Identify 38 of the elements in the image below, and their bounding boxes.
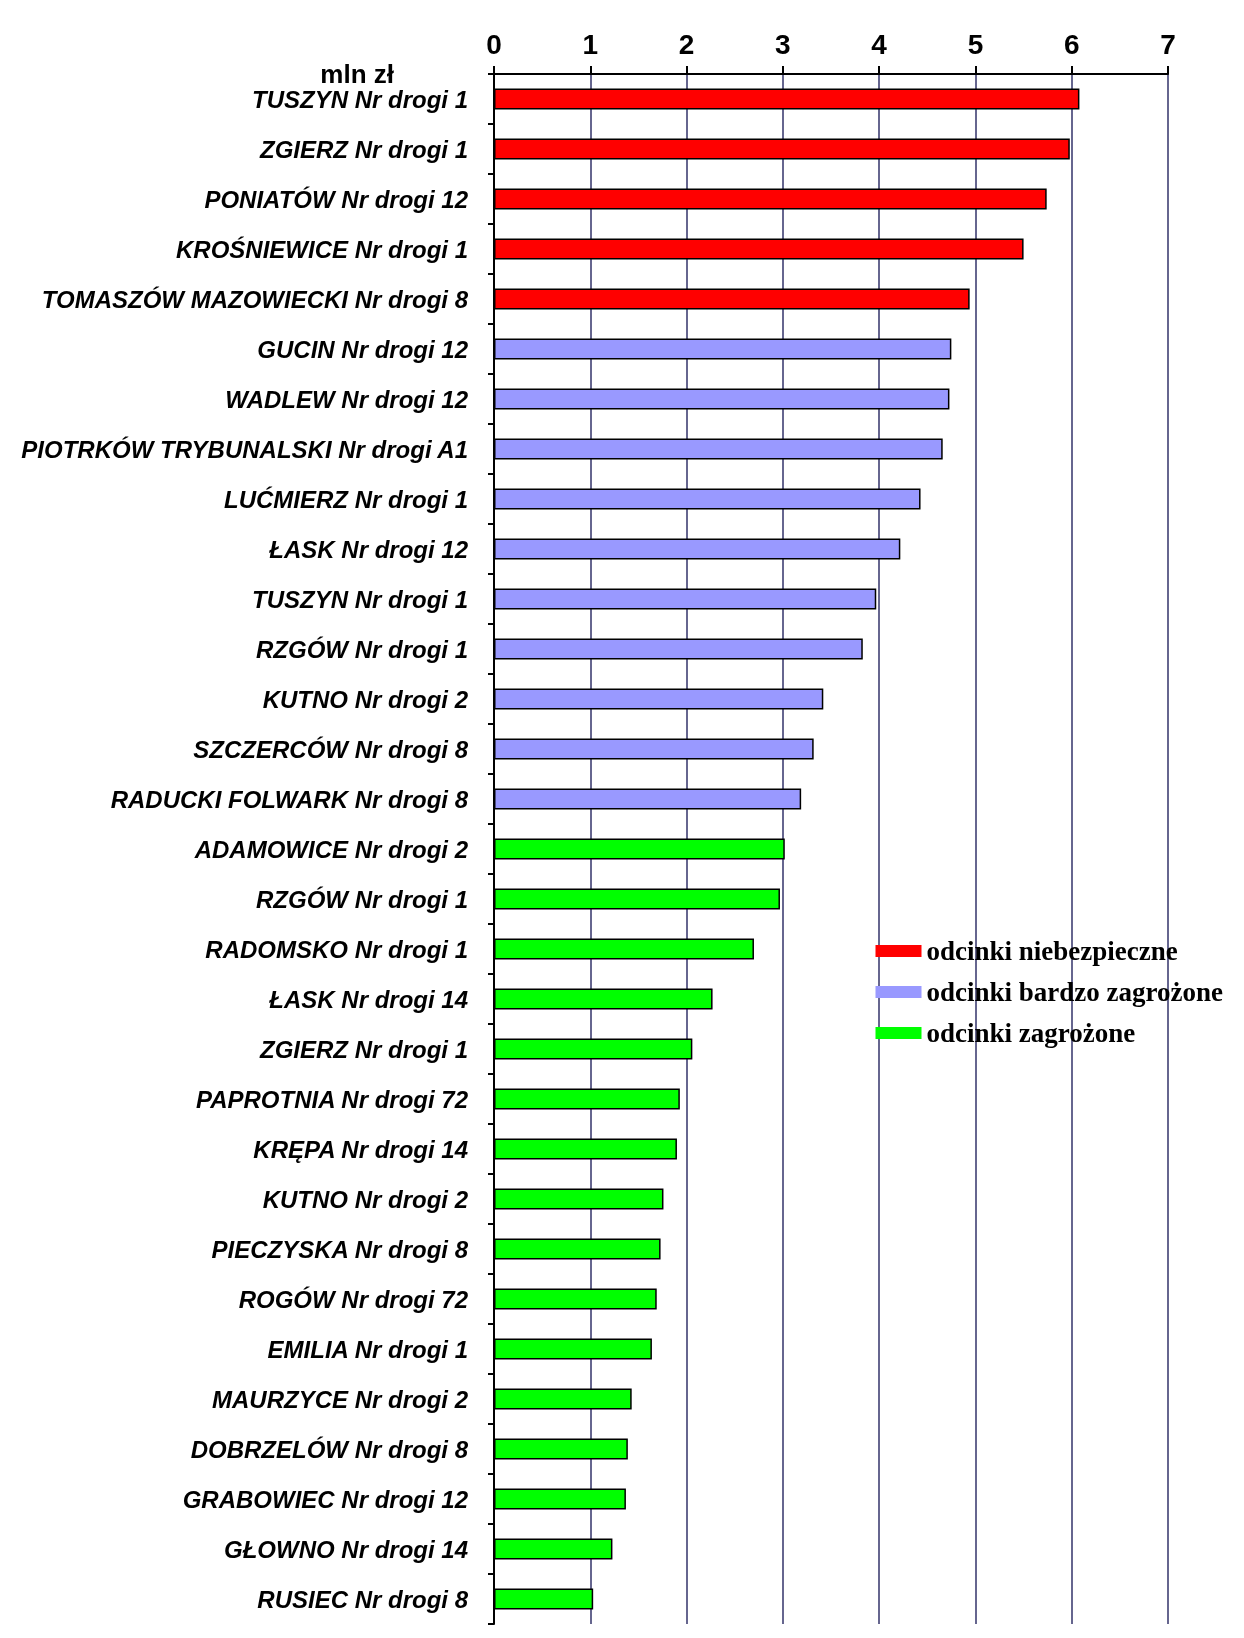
x-tick-label: 3 — [775, 28, 791, 60]
x-tick-label: 7 — [1160, 28, 1176, 60]
y-tick-label: ROGÓW Nr drogi 72 — [238, 1285, 469, 1313]
y-tick-label: ŁASK Nr drogi 14 — [268, 985, 468, 1013]
y-tick-label: PIOTRKÓW TRYBUNALSKI Nr drogi A1 — [21, 435, 468, 463]
y-tick-label: RZGÓW Nr drogi 1 — [256, 635, 468, 663]
y-tick-label: SZCZERCÓW Nr drogi 8 — [193, 735, 469, 763]
y-tick-label: MAURZYCE Nr drogi 2 — [211, 1385, 469, 1413]
y-tick-label: ZGIERZ Nr drogi 1 — [258, 135, 468, 163]
y-tick-label: KUTNO Nr drogi 2 — [262, 685, 469, 713]
x-tick-label: 1 — [582, 28, 599, 60]
y-tick-label: WADLEW Nr drogi 12 — [225, 385, 469, 413]
x-tick-label: 6 — [1063, 28, 1080, 60]
y-tick-label: PONIATÓW Nr drogi 12 — [204, 185, 469, 213]
y-tick-label: ŁASK Nr drogi 12 — [268, 535, 469, 563]
x-tick-label: 2 — [678, 28, 695, 60]
y-tick-label: DOBRZELÓW Nr drogi 8 — [190, 1435, 469, 1463]
y-tick-label: EMILIA Nr drogi 1 — [267, 1335, 468, 1363]
y-tick-label: TUSZYN Nr drogi 1 — [251, 585, 468, 613]
y-tick-label: GŁOWNO Nr drogi 14 — [223, 1535, 468, 1563]
y-tick-label: RZGÓW Nr drogi 1 — [256, 885, 468, 913]
y-tick-label: KRĘPA Nr drogi 14 — [253, 1135, 468, 1163]
y-tick-label: KUTNO Nr drogi 2 — [262, 1185, 469, 1213]
y-tick-label: TOMASZÓW MAZOWIECKI Nr drogi 8 — [41, 285, 469, 313]
x-tick-label: 5 — [967, 28, 984, 60]
y-tick-label: GUCIN Nr drogi 12 — [257, 335, 469, 363]
y-tick-label: KROŚNIEWICE Nr drogi 1 — [175, 235, 468, 263]
x-tick-label: 0 — [486, 28, 502, 60]
x-tick-label: 4 — [871, 28, 888, 60]
y-tick-label: GRABOWIEC Nr drogi 12 — [182, 1485, 469, 1513]
y-tick-label: RADOMSKO Nr drogi 1 — [205, 935, 468, 963]
y-tick-label: ADAMOWICE Nr drogi 2 — [193, 835, 469, 863]
y-tick-label: LUĆMIERZ Nr drogi 1 — [224, 485, 468, 513]
y-tick-label: RUSIEC Nr drogi 8 — [257, 1585, 469, 1613]
y-tick-label: ZGIERZ Nr drogi 1 — [258, 1035, 468, 1063]
y-tick-label: PAPROTNIA Nr drogi 72 — [195, 1085, 469, 1113]
y-tick-label: RADUCKI FOLWARK Nr drogi 8 — [110, 785, 469, 813]
y-tick-label: PIECZYSKA Nr drogi 8 — [211, 1235, 469, 1263]
